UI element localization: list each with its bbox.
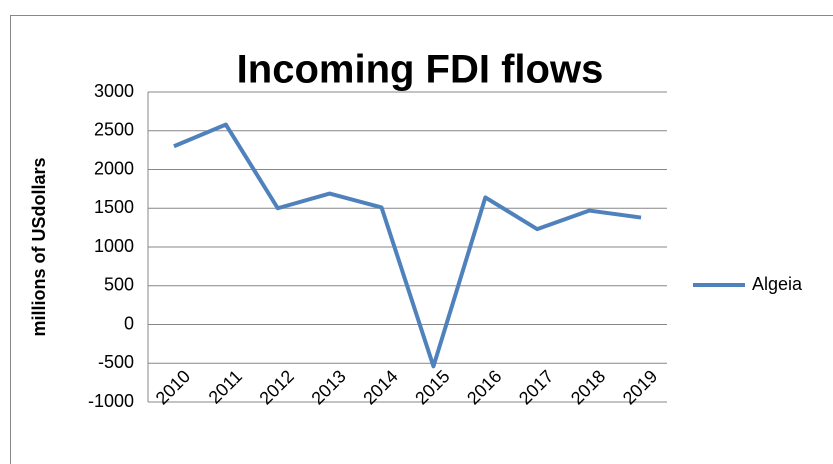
y-tick-label: 3000 — [94, 81, 134, 101]
y-tick-label: 1500 — [94, 197, 134, 217]
chart-frame — [10, 15, 833, 464]
x-tick-label: 2011 — [205, 366, 247, 408]
y-tick-label: 2000 — [94, 158, 134, 178]
y-tick-label: -500 — [98, 352, 134, 372]
legend-label: Algeia — [752, 274, 803, 294]
y-tick-label: 500 — [104, 275, 134, 295]
y-tick-label: 1000 — [94, 236, 134, 256]
chart-title: Incoming FDI flows — [237, 48, 604, 92]
y-axis-label: millions of USdollars — [29, 157, 49, 336]
y-tick-label: 0 — [124, 313, 134, 333]
series-line — [173, 122, 642, 369]
y-tick-label: 2500 — [94, 120, 134, 140]
y-tick-label: -1000 — [88, 391, 134, 411]
